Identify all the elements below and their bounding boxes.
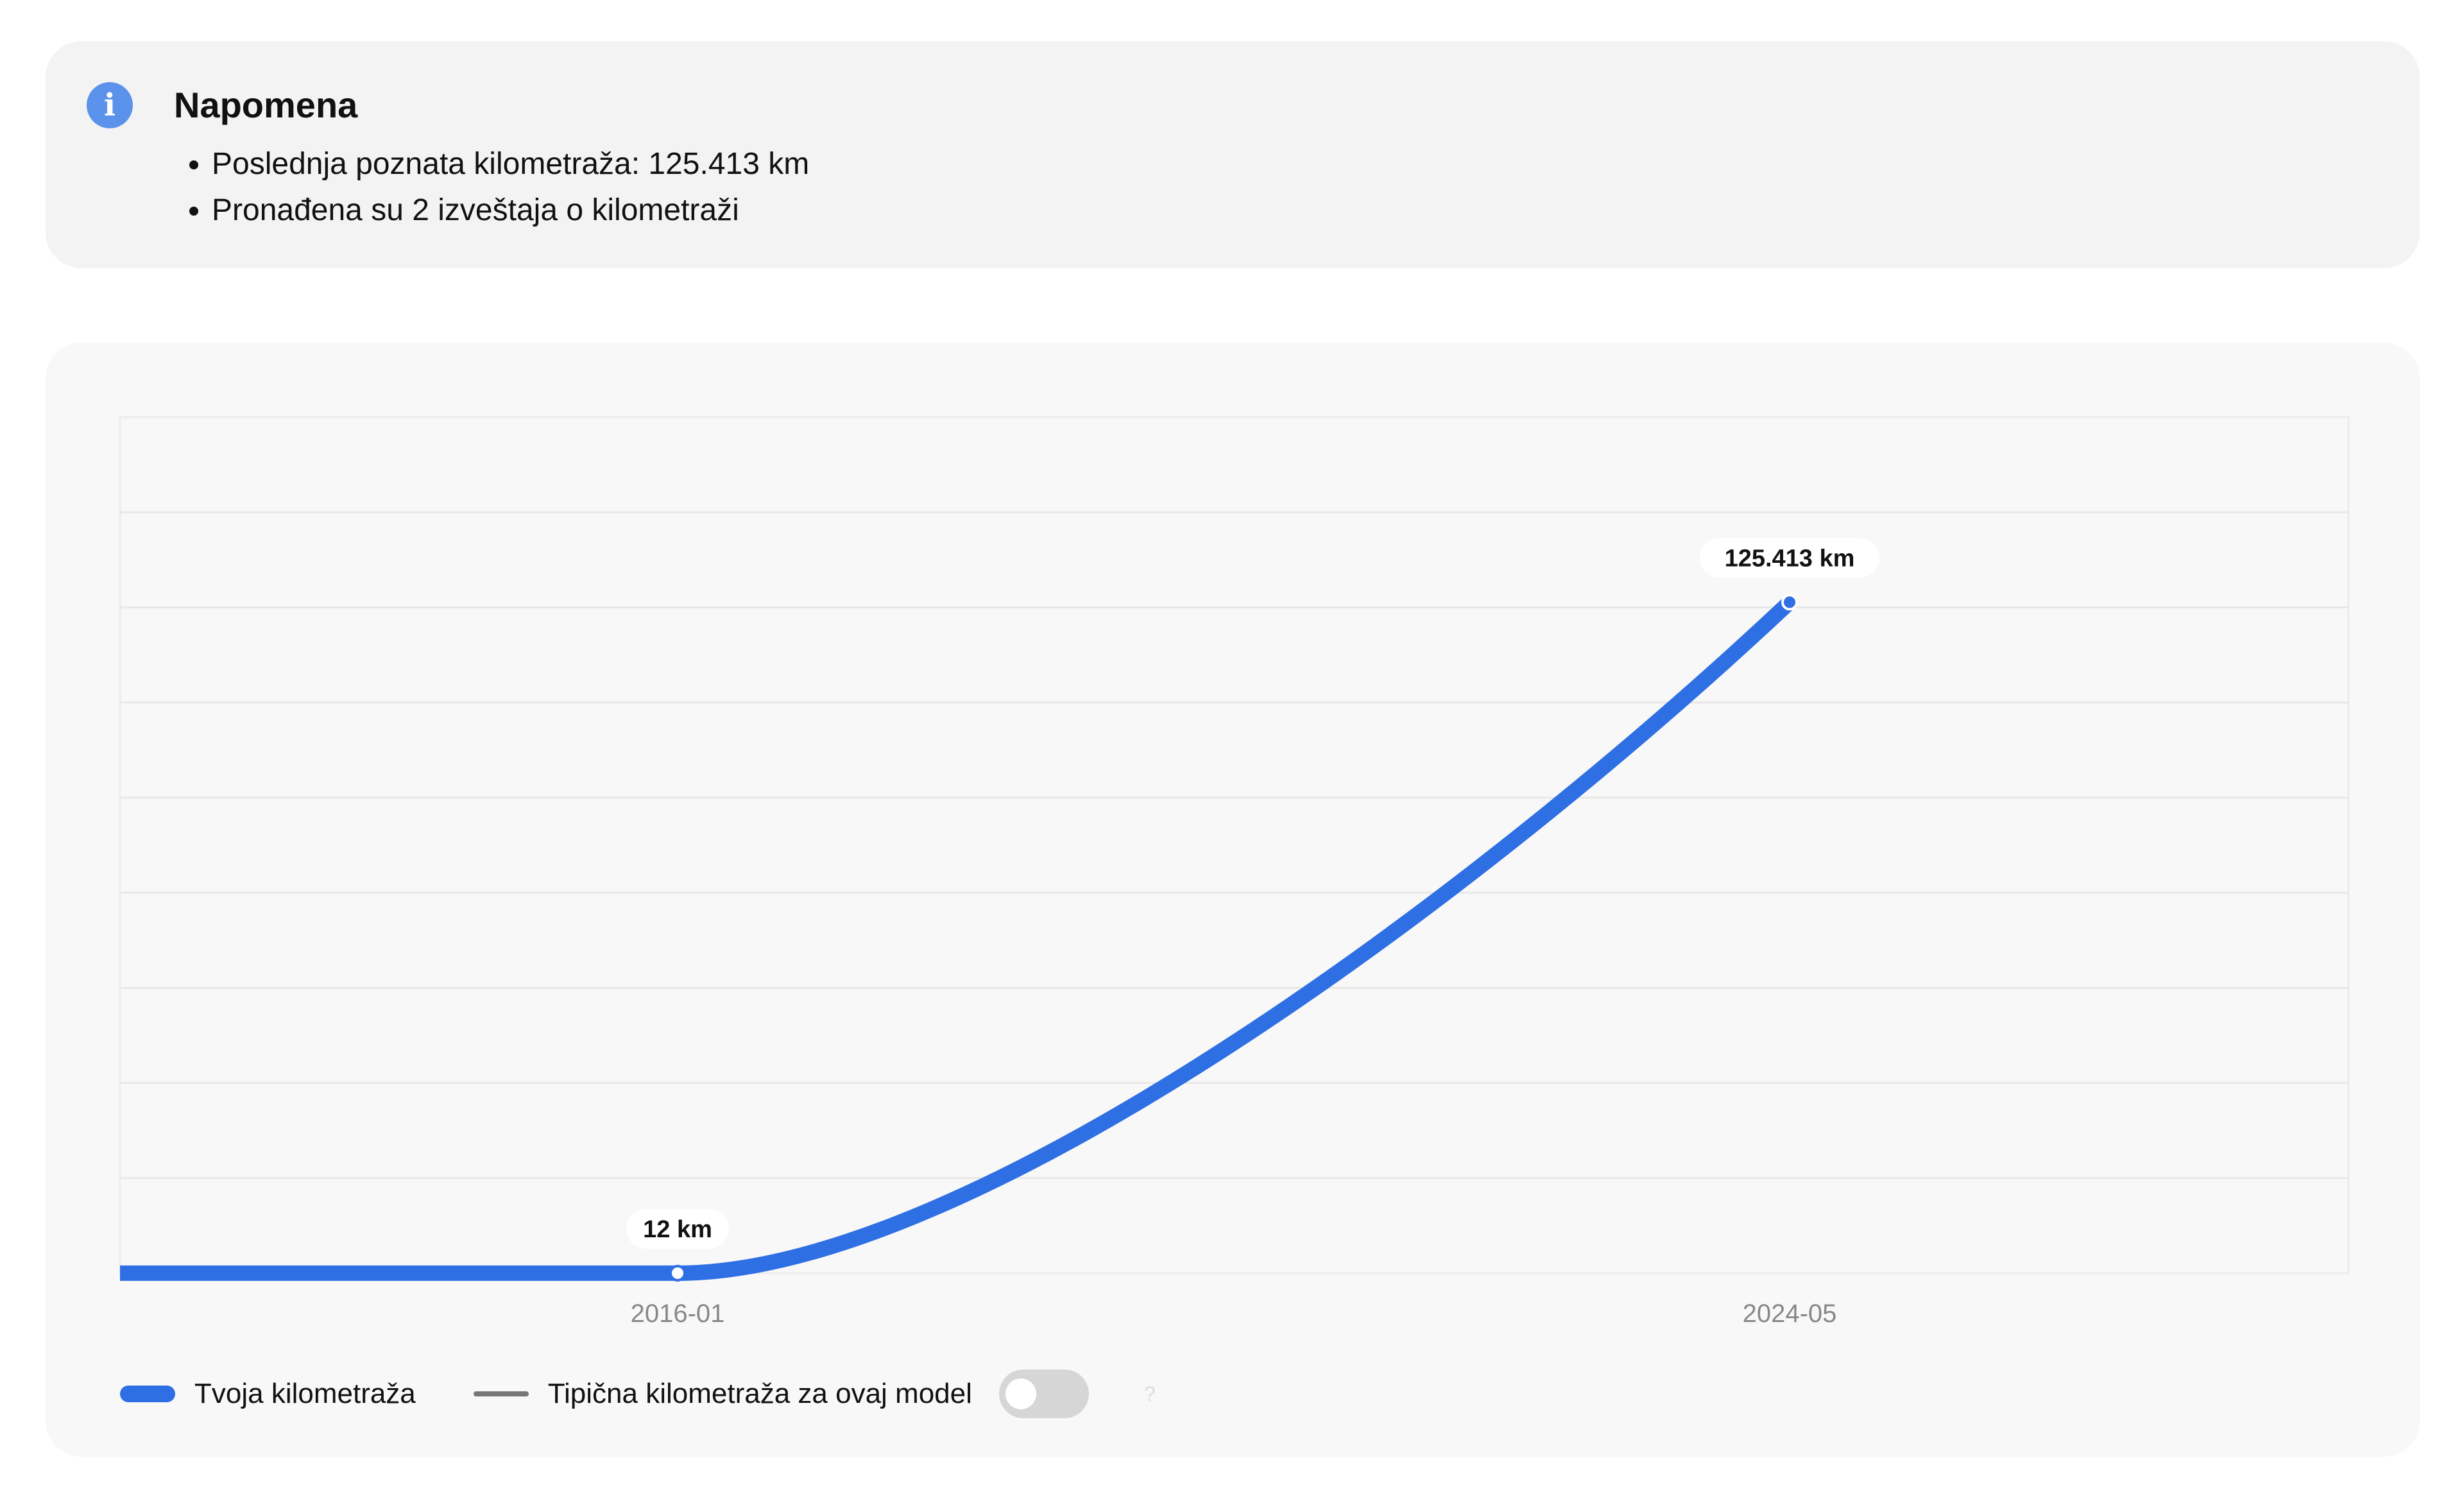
legend: Tvoja kilometraža Tipična kilometraža za…	[120, 1370, 1156, 1418]
legend-typical-label: Tipična kilometraža za ovaj model	[547, 1378, 972, 1409]
info-icon: i	[87, 82, 133, 128]
plot-frame	[119, 416, 2350, 1275]
data-label-bg	[626, 1208, 729, 1249]
note-item: Pronađena su 2 izveštaja o kilometraži	[212, 187, 809, 234]
note-title: Napomena	[174, 85, 358, 125]
data-label: 125.413 km	[1725, 545, 1855, 572]
legend-swatch-own	[120, 1386, 175, 1402]
x-tick-label: 2016-01	[631, 1300, 725, 1328]
legend-swatch-typical	[473, 1391, 529, 1396]
data-point	[669, 1264, 686, 1282]
note-item: Poslednja poznata kilometraža: 125.413 k…	[212, 141, 809, 187]
toggle-knob	[1005, 1378, 1036, 1409]
note-list: Poslednja poznata kilometraža: 125.413 k…	[180, 141, 809, 234]
legend-own-label: Tvoja kilometraža	[194, 1378, 416, 1409]
data-label: 12 km	[643, 1216, 712, 1243]
data-label-bg	[1700, 538, 1879, 578]
x-tick-label: 2024-05	[1743, 1300, 1837, 1328]
note-card	[46, 41, 2420, 268]
typical-mileage-toggle[interactable]	[998, 1370, 1089, 1418]
help-icon[interactable]: ?	[1143, 1382, 1156, 1405]
series-line	[120, 596, 1795, 1281]
data-point	[1781, 594, 1798, 611]
